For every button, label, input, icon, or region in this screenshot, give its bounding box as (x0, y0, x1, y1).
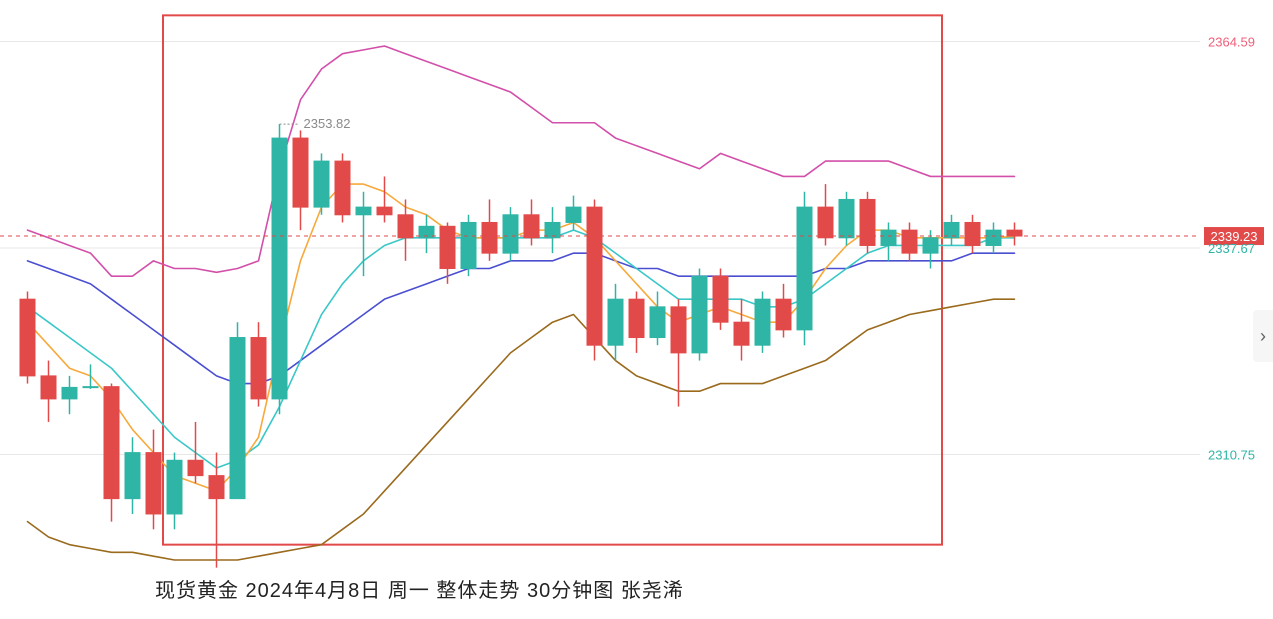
chart-caption: 现货黄金 2024年4月8日 周一 整体走势 30分钟图 张尧浠 (155, 574, 684, 603)
svg-text:2364.59: 2364.59 (1208, 35, 1255, 50)
candlestick-chart: 2339.232364.592337.672310.752353.82 (0, 0, 1273, 619)
expand-arrow-icon[interactable]: › (1253, 310, 1273, 362)
svg-text:2353.82: 2353.82 (304, 116, 351, 131)
chevron-right-icon: › (1260, 326, 1266, 347)
svg-text:2337.67: 2337.67 (1208, 241, 1255, 256)
svg-text:2310.75: 2310.75 (1208, 448, 1255, 463)
